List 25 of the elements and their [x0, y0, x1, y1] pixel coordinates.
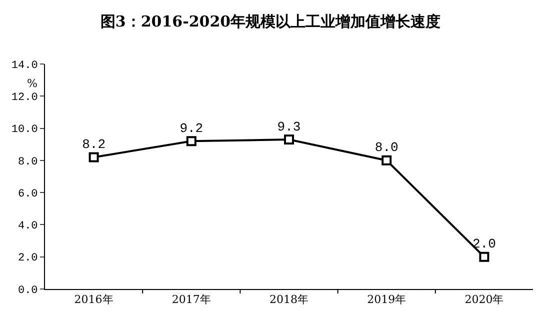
point [382, 155, 392, 166]
data-label: 8.0 [374, 140, 398, 156]
point [186, 136, 196, 146]
y-tick-label: 10.0 [11, 124, 38, 136]
y-tick-label: 8.0 [18, 156, 38, 168]
y-axis-title: % [27, 77, 38, 90]
point [88, 152, 99, 162]
x-tick-label: 2020年 [464, 293, 504, 306]
y-tick-label: 2.0 [18, 252, 38, 265]
data-label: 2.0 [472, 236, 496, 252]
point [284, 134, 294, 145]
data-label: 8.2 [82, 136, 106, 152]
x-tick-label: 2018年 [270, 293, 308, 306]
x-tick-label: 2017年 [172, 293, 211, 306]
y-tick-label: 12.0 [11, 92, 38, 104]
x-tick-label: 2019年 [367, 293, 406, 306]
x-tick-label: 2016年 [74, 293, 114, 306]
y-tick-label: 0.0 [18, 284, 38, 297]
y-tick-label: 14.0 [11, 60, 38, 72]
point [479, 252, 490, 262]
chart-title: 图3：2016-2020年规模以上工业增加值增长速度 [100, 12, 441, 30]
y-tick-label: 4.0 [18, 220, 38, 233]
data-label: 9.2 [180, 120, 204, 136]
y-tick-label: 6.0 [18, 188, 38, 200]
data-label: 9.3 [277, 119, 301, 134]
